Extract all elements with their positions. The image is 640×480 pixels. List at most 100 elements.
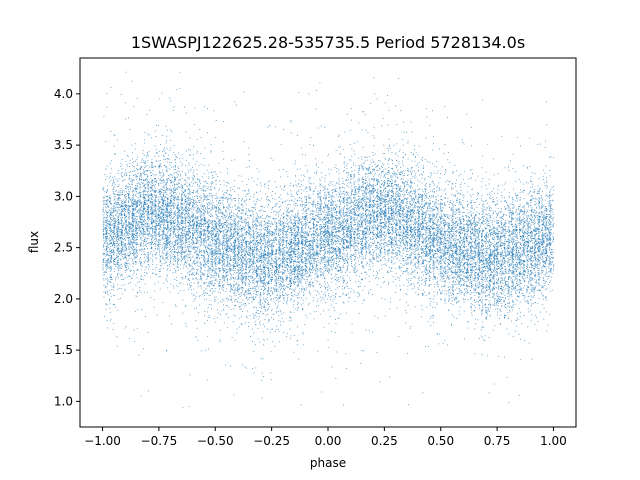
data-point (229, 238, 231, 240)
data-point (139, 278, 141, 280)
data-point (253, 196, 255, 198)
data-point (537, 267, 539, 269)
data-point (176, 240, 178, 241)
data-point (141, 276, 143, 278)
data-point (391, 207, 392, 208)
data-point (219, 222, 221, 224)
data-point (530, 279, 531, 281)
data-point (376, 170, 378, 172)
data-point (483, 203, 485, 205)
data-point (308, 292, 310, 293)
data-point (159, 265, 161, 266)
data-point (297, 246, 299, 248)
data-point (363, 200, 365, 202)
data-point (296, 255, 298, 257)
data-point (241, 266, 243, 268)
data-point (467, 292, 468, 293)
data-point (474, 294, 476, 296)
data-point (167, 231, 169, 232)
data-point (191, 220, 193, 222)
data-point (346, 211, 348, 213)
data-point (129, 171, 131, 172)
data-point (433, 277, 435, 279)
data-point (137, 163, 138, 165)
data-point (127, 262, 129, 264)
data-point (193, 231, 195, 233)
data-point (488, 242, 490, 244)
data-point (403, 206, 405, 208)
data-point (132, 235, 134, 236)
data-point (338, 169, 340, 171)
data-point (464, 272, 466, 274)
data-point (504, 229, 506, 231)
data-point (338, 180, 340, 182)
data-point (334, 297, 336, 299)
data-point (377, 179, 379, 180)
data-point (478, 236, 479, 238)
data-point (398, 194, 400, 195)
data-point (192, 232, 194, 234)
data-point (244, 248, 246, 250)
data-point (524, 296, 526, 298)
data-point (309, 258, 311, 260)
data-point (547, 216, 548, 218)
data-point (443, 241, 445, 242)
data-point (127, 243, 128, 245)
data-point (220, 254, 222, 256)
chart-title: 1SWASPJ122625.28-535735.5 Period 5728134… (131, 33, 525, 52)
data-point (208, 238, 210, 239)
data-point (354, 204, 356, 206)
data-point (458, 231, 460, 233)
data-point (482, 305, 483, 307)
data-point (481, 336, 483, 338)
data-point (237, 223, 239, 225)
data-point (454, 227, 456, 228)
data-point (185, 194, 187, 196)
data-point (234, 263, 236, 265)
data-point (478, 246, 480, 247)
data-point (343, 236, 345, 238)
data-point (538, 270, 540, 271)
data-point (187, 238, 188, 240)
data-point (123, 248, 125, 250)
data-point (181, 207, 183, 209)
data-point (204, 220, 205, 222)
data-point (233, 186, 235, 187)
data-point (210, 281, 212, 283)
data-point (273, 261, 275, 262)
data-point (329, 316, 331, 318)
data-point (132, 233, 134, 234)
data-point (111, 261, 112, 262)
data-point (357, 229, 359, 230)
data-point (487, 289, 489, 291)
data-point (386, 216, 388, 218)
data-point (144, 200, 145, 201)
data-point (508, 258, 509, 260)
data-point (255, 203, 257, 205)
data-point (406, 192, 408, 193)
data-point (529, 275, 530, 277)
data-point (403, 187, 405, 189)
data-point (343, 221, 345, 223)
data-point (429, 205, 430, 207)
data-point (509, 216, 510, 218)
data-point (204, 292, 206, 293)
data-point (301, 198, 302, 200)
data-point (408, 248, 410, 249)
data-point (541, 220, 543, 222)
data-point (304, 195, 306, 197)
data-point (403, 215, 405, 216)
data-point (343, 239, 345, 241)
data-point (390, 219, 392, 221)
data-point (394, 199, 396, 201)
data-point (348, 297, 350, 299)
data-point (261, 209, 263, 211)
data-point (390, 243, 392, 245)
data-point (196, 220, 198, 222)
data-point (276, 267, 278, 269)
data-point (204, 234, 205, 236)
data-point (112, 232, 114, 234)
data-point (496, 281, 497, 283)
data-point (345, 353, 347, 355)
data-point (231, 195, 232, 196)
